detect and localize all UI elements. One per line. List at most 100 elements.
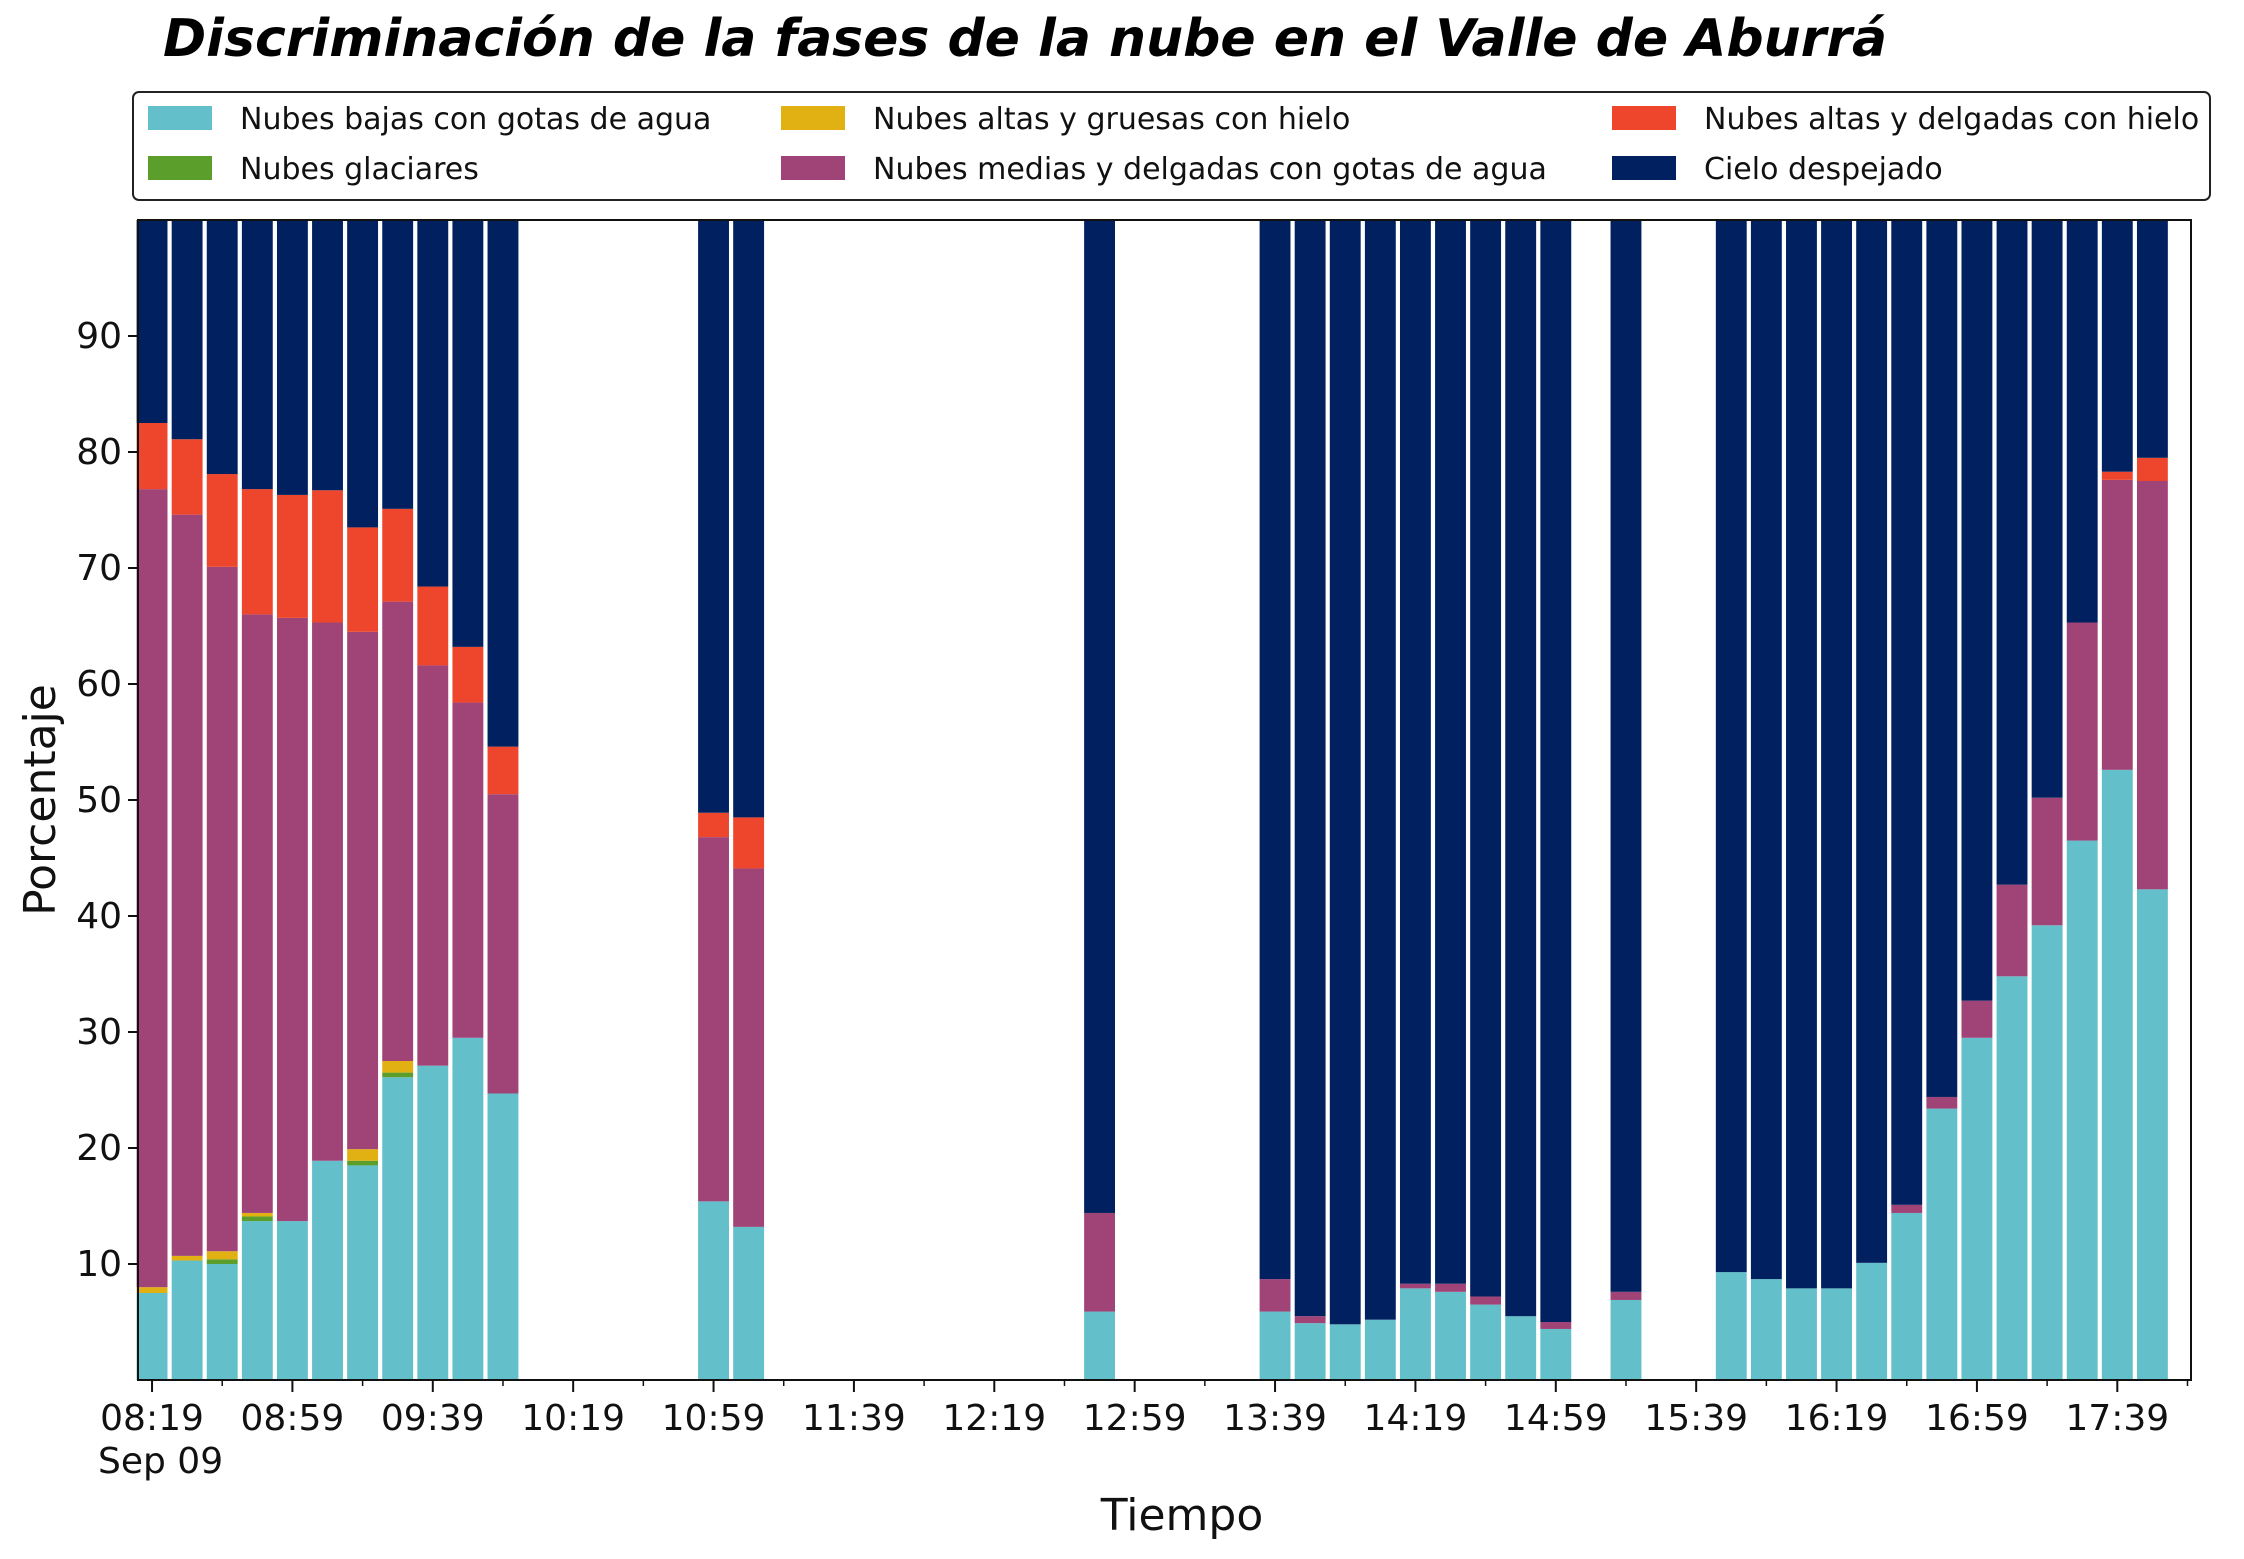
bar-09:19-series-5 — [347, 220, 379, 528]
bar-09:49-series-5 — [452, 220, 484, 647]
x-tick-label: 10:59 — [662, 1398, 766, 1439]
legend-label: Cielo despejado — [1704, 152, 1943, 187]
bar-16:59-series-0 — [1961, 1037, 1993, 1380]
bar-08:29-series-0 — [171, 1260, 203, 1380]
bar-09:39-series-5 — [417, 220, 449, 587]
bar-15:49-series-5 — [1715, 220, 1747, 1273]
bar-09:19-series-4 — [347, 527, 379, 632]
bar-08:39-series-1 — [206, 1259, 238, 1264]
bar-16:49-series-0 — [1926, 1108, 1958, 1380]
legend-frame — [132, 91, 2211, 201]
bar-16:49-series-3 — [1926, 1096, 1958, 1109]
bar-15:19-series-0 — [1610, 1299, 1642, 1380]
bar-17:19-series-5 — [2031, 220, 2063, 798]
bar-17:19-series-3 — [2031, 797, 2063, 926]
bar-17:09-series-5 — [1996, 220, 2028, 885]
bar-09:49-series-0 — [452, 1037, 484, 1380]
bar-09:19-series-2 — [347, 1149, 379, 1161]
bar-15:19-series-5 — [1610, 220, 1642, 1292]
bar-11:09-series-4 — [733, 817, 765, 869]
bar-09:09-series-0 — [312, 1160, 343, 1380]
y-axis-label: Porcentaje — [15, 684, 66, 916]
bar-13:49-series-0 — [1294, 1323, 1326, 1380]
bar-09:49-series-3 — [452, 702, 484, 1038]
y-tick-label: 70 — [76, 548, 122, 589]
y-tick-label: 90 — [76, 316, 122, 357]
x-tick-label: 13:39 — [1223, 1398, 1327, 1439]
bar-09:29-series-1 — [382, 1072, 414, 1078]
bar-13:39-series-3 — [1259, 1279, 1291, 1312]
bar-16:39-series-5 — [1891, 220, 1923, 1205]
y-tick-label: 10 — [76, 1244, 122, 1285]
bar-08:19-series-0 — [136, 1293, 168, 1380]
bar-08:19-series-3 — [136, 489, 168, 1288]
bar-09:19-series-0 — [347, 1165, 379, 1380]
bar-08:59-series-4 — [276, 494, 308, 618]
bar-14:09-series-5 — [1364, 220, 1396, 1320]
bar-09:19-series-1 — [347, 1160, 379, 1166]
legend-label: Nubes glaciares — [240, 152, 479, 187]
bar-08:49-series-4 — [241, 489, 273, 615]
bar-13:49-series-3 — [1294, 1316, 1326, 1324]
legend-label: Nubes bajas con gotas de agua — [240, 102, 711, 137]
bar-17:29-series-3 — [2066, 622, 2098, 841]
bar-13:39-series-0 — [1259, 1311, 1291, 1380]
bar-12:49-series-5 — [1084, 220, 1116, 1213]
x-axis-sublabel: Sep 09 — [98, 1441, 223, 1482]
bar-09:49-series-4 — [452, 646, 484, 703]
bar-16:29-series-5 — [1856, 220, 1888, 1263]
bar-09:59-series-5 — [487, 220, 519, 747]
bar-14:59-series-5 — [1540, 220, 1572, 1322]
y-tick-label: 30 — [76, 1012, 122, 1053]
bar-09:39-series-3 — [417, 665, 449, 1066]
bar-09:29-series-0 — [382, 1077, 414, 1380]
bar-17:29-series-0 — [2066, 840, 2098, 1380]
bar-09:19-series-3 — [347, 631, 379, 1150]
bar-16:09-series-0 — [1786, 1288, 1817, 1380]
bar-10:59-series-5 — [698, 220, 729, 813]
bar-16:19-series-0 — [1821, 1288, 1852, 1380]
bar-15:59-series-5 — [1750, 220, 1782, 1280]
bar-09:29-series-2 — [382, 1061, 414, 1073]
bar-11:09-series-3 — [733, 868, 765, 1227]
bar-17:39-series-4 — [2101, 471, 2133, 480]
bar-08:39-series-0 — [206, 1264, 238, 1380]
bar-08:59-series-5 — [276, 220, 308, 495]
bar-09:09-series-5 — [312, 220, 343, 491]
bar-14:49-series-0 — [1505, 1316, 1537, 1380]
y-tick-label: 80 — [76, 432, 122, 473]
bar-08:29-series-5 — [171, 220, 203, 440]
x-tick-label: 15:39 — [1644, 1398, 1748, 1439]
x-axis-label: Tiempo — [1100, 1490, 1264, 1541]
bar-17:09-series-3 — [1996, 884, 2028, 977]
legend-label: Nubes altas y delgadas con hielo — [1704, 102, 2199, 137]
bar-17:09-series-0 — [1996, 976, 2028, 1380]
legend: Nubes bajas con gotas de agua Nubes glaci… — [132, 91, 2211, 201]
bar-16:29-series-0 — [1856, 1262, 1888, 1380]
bar-14:39-series-0 — [1470, 1304, 1502, 1380]
legend-swatch — [781, 156, 845, 180]
bar-17:49-series-3 — [2136, 481, 2168, 890]
bar-13:39-series-5 — [1259, 220, 1291, 1280]
bar-09:59-series-0 — [487, 1093, 519, 1380]
bar-10:59-series-3 — [698, 837, 729, 1202]
bar-12:49-series-3 — [1084, 1212, 1116, 1312]
x-tick-label: 11:39 — [802, 1398, 906, 1439]
legend-swatch — [148, 156, 212, 180]
chart-title: Discriminación de la fases de la nube en… — [163, 9, 1887, 69]
bar-14:39-series-3 — [1470, 1296, 1502, 1305]
plot-area — [136, 220, 2168, 1380]
bar-14:19-series-3 — [1399, 1283, 1431, 1289]
bar-09:29-series-4 — [382, 508, 414, 602]
x-tick-label: 08:19 — [100, 1398, 204, 1439]
bar-11:09-series-0 — [733, 1226, 765, 1380]
bar-08:49-series-3 — [241, 614, 273, 1213]
legend-label: Nubes medias y delgadas con gotas de agu… — [873, 152, 1547, 187]
legend-swatch — [1612, 106, 1676, 130]
bar-13:59-series-5 — [1329, 220, 1361, 1325]
bar-14:29-series-5 — [1435, 220, 1466, 1284]
bar-08:29-series-2 — [171, 1255, 203, 1261]
x-tick-label: 12:19 — [942, 1398, 1046, 1439]
bar-08:49-series-2 — [241, 1212, 273, 1217]
bar-09:29-series-3 — [382, 601, 414, 1061]
